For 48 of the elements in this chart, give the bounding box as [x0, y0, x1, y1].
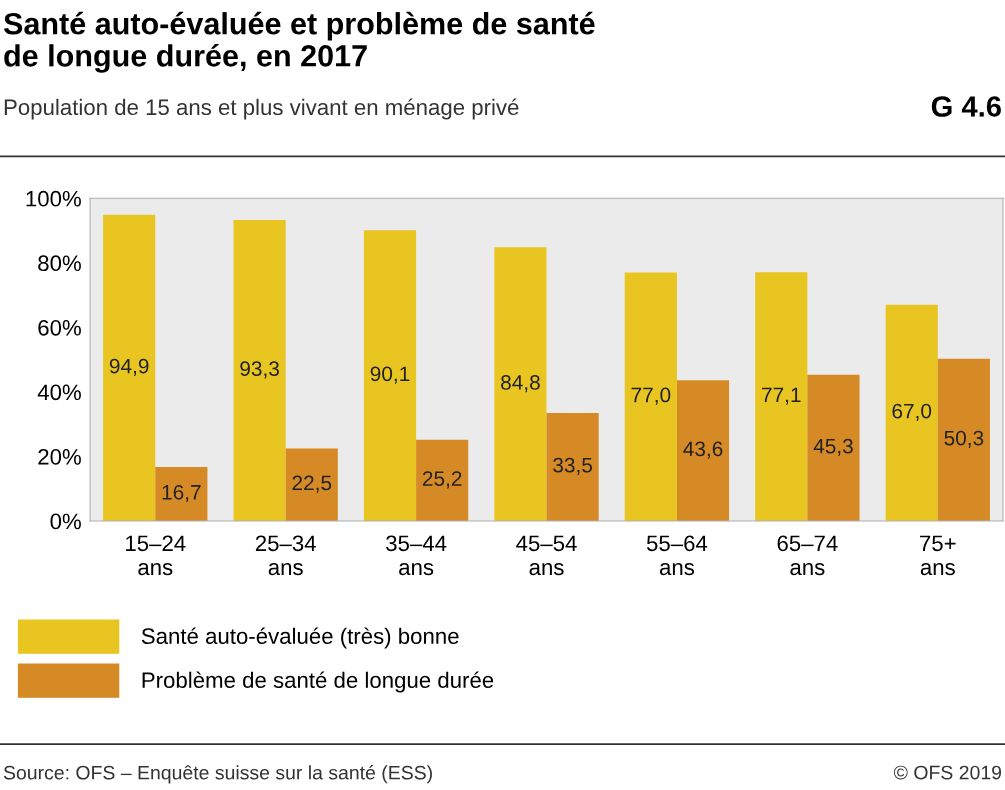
bar: [937, 358, 990, 522]
bar: [546, 412, 599, 522]
text: © OFS 2019: [893, 765, 1002, 780]
y-tick-label: 20%: [38, 449, 81, 465]
data-label: 33,5: [553, 457, 593, 475]
y-tick-label: 40%: [37, 384, 81, 401]
data-label: 93,3: [240, 361, 279, 379]
data-label: 77,0: [631, 387, 671, 405]
text: G 4.6: [931, 96, 1001, 117]
data-label: 16,7: [162, 484, 201, 503]
x-tick-label: 55–64 ans: [646, 535, 708, 576]
x-tick-label: 25–34 ans: [255, 535, 316, 576]
bar: [103, 214, 156, 522]
y-tick-label: 80%: [38, 255, 81, 272]
legend-label: Santé auto-évaluée (très) bonne: [141, 627, 459, 649]
y-tick-label: 100%: [26, 190, 81, 207]
y-tick-label: 0%: [50, 513, 81, 530]
data-label: 67,0: [892, 403, 932, 421]
data-label: 77,1: [762, 387, 801, 405]
data-label: 43,6: [683, 441, 723, 459]
x-tick-label: 65–74 ans: [777, 535, 838, 576]
data-label: 25,2: [422, 471, 462, 489]
bar: [285, 448, 338, 522]
x-tick-label: 75+ ans: [920, 535, 956, 576]
bar: [624, 272, 677, 522]
x-tick-label: 45–54 ans: [516, 535, 577, 576]
data-label: 45,3: [813, 438, 853, 456]
bar: [885, 304, 938, 522]
bar: [363, 230, 417, 522]
bar: [807, 374, 860, 522]
data-label: 90,1: [370, 366, 410, 384]
bar: [233, 219, 286, 522]
data-label: 50,3: [944, 430, 984, 448]
bar: [416, 439, 469, 522]
legend-label: Problème de santé de longue durée: [142, 671, 494, 693]
x-tick-label: 35–44 ans: [386, 535, 447, 576]
data-label: 94,9: [109, 358, 149, 376]
y-tick-label: 60%: [38, 319, 81, 336]
chart-title: Santé auto-évaluée et problème de santé de longue durée, en 2017: [3, 11, 595, 73]
source-note: Source: OFS – Enquête suisse sur la santé (ESS): [3, 765, 432, 784]
x-tick-label: 15–24 ans: [126, 535, 186, 576]
bar: [494, 247, 547, 522]
bar: [676, 380, 730, 522]
bar: [155, 467, 208, 522]
data-label: 84,8: [501, 375, 540, 393]
chart-subtitle: Population de 15 ans et plus vivant en ménage privé: [4, 98, 519, 120]
bar: [755, 272, 808, 522]
data-label: 22,5: [292, 475, 332, 493]
